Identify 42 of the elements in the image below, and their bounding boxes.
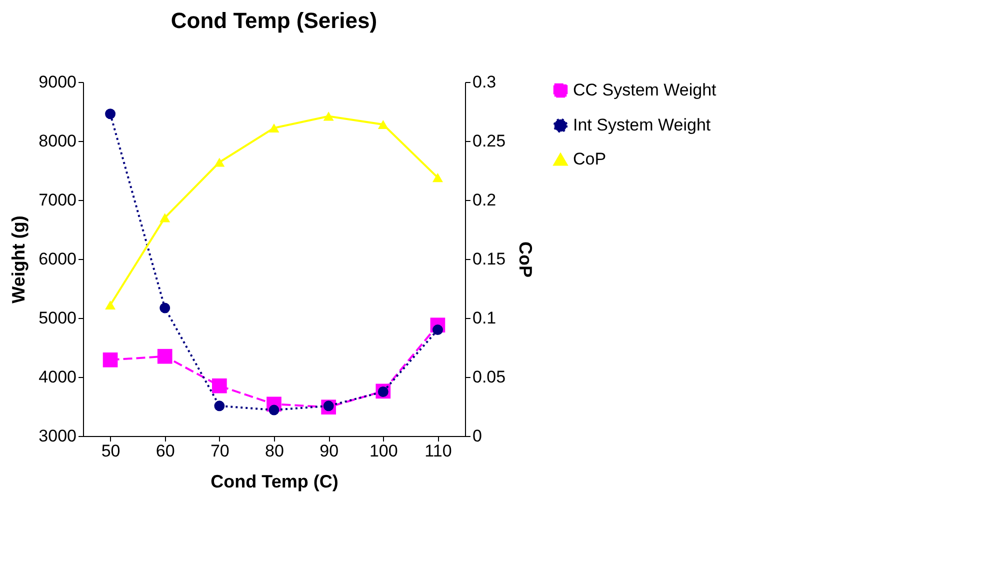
x-tick-label: 100 [369,442,398,460]
x-axis-title: Cond Temp (C) [210,472,338,492]
point [214,400,225,412]
y-tick-label: 6000 [38,250,76,268]
y2-tick-label: 0.25 [472,132,506,150]
y2-tick-label: 0.05 [472,368,506,386]
x-tick-label: 60 [156,442,175,460]
y2-tick-label: 0.2 [472,190,496,210]
y-tick-label: 5000 [38,308,76,328]
y-tick-label: 4000 [38,368,76,386]
x-tick-label: 70 [210,442,230,460]
x-tick-label: 50 [101,442,120,460]
point [105,108,116,120]
y-tick-label: 7000 [38,190,76,210]
y2-tick-label: 0 [472,426,482,446]
point [268,123,280,133]
y2-axis-title: CoP [516,242,536,278]
x-tick-label: 90 [320,442,339,460]
point [160,302,170,314]
y-tick-label: 3000 [38,426,76,446]
point [157,348,172,364]
y2-tick-label: 0.3 [472,72,496,92]
chart-title: Cond Temp (Series) [170,8,378,33]
point [160,213,170,222]
legend-label: Int System Weight [573,116,711,134]
point [214,158,225,167]
y-axis-title: Weight (g) [8,216,29,304]
y2-tick-label: 0.15 [472,250,506,268]
y-tick-label: 9000 [38,72,76,92]
point [323,112,334,121]
x-tick-label: 110 [424,442,452,460]
legend-label: CC System Weight [573,80,717,100]
x-tick-label: 80 [265,442,284,460]
point [378,120,388,130]
point [268,404,280,416]
point [212,378,227,394]
point [432,173,443,182]
point [105,300,116,310]
y2-tick-label: 0.1 [472,308,496,328]
legend-label: CoP [573,150,606,168]
point [102,352,118,368]
y-tick-label: 8000 [38,132,76,150]
